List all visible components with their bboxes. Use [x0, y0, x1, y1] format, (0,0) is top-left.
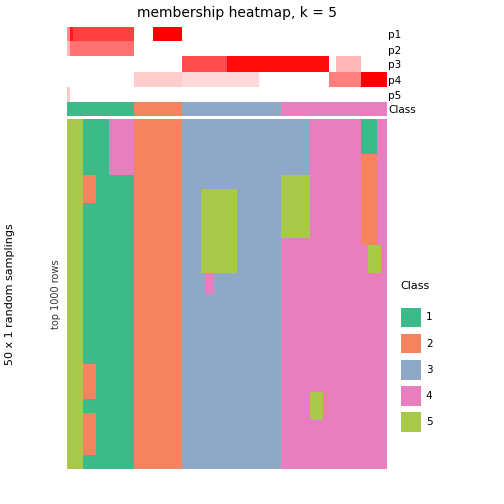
Text: 1: 1 [426, 312, 432, 323]
Text: membership heatmap, k = 5: membership heatmap, k = 5 [137, 7, 337, 21]
Text: 3: 3 [426, 365, 432, 375]
Text: 2: 2 [426, 339, 432, 349]
Text: 5: 5 [426, 417, 432, 427]
Text: 4: 4 [426, 391, 432, 401]
Text: 50 x 1 random samplings: 50 x 1 random samplings [5, 223, 15, 365]
Text: top 1000 rows: top 1000 rows [51, 259, 61, 329]
Text: Class: Class [401, 281, 430, 291]
